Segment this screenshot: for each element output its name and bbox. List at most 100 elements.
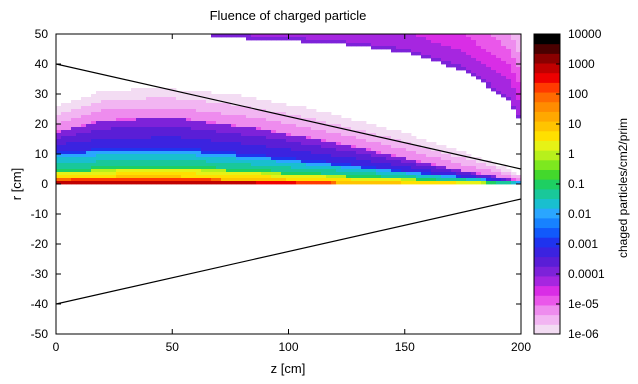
heatmap-cell: [456, 61, 462, 65]
heatmap-cell: [431, 175, 437, 179]
heatmap-cell: [71, 133, 77, 137]
heatmap-cell: [471, 52, 477, 56]
heatmap-cell: [251, 181, 257, 185]
heatmap-cell: [351, 169, 357, 173]
heatmap-cell: [506, 76, 512, 80]
heatmap-cell: [81, 154, 87, 158]
heatmap-cell: [216, 172, 222, 176]
heatmap-cell: [176, 154, 182, 158]
colorbar-swatch: [534, 63, 560, 74]
heatmap-cell: [431, 169, 437, 173]
heatmap-cell: [266, 115, 272, 119]
heatmap-cell: [446, 34, 452, 38]
heatmap-cell: [336, 127, 342, 131]
heatmap-cell: [191, 130, 197, 134]
heatmap-cell: [206, 130, 212, 134]
heatmap-cell: [396, 178, 402, 182]
heatmap-cell: [136, 115, 142, 119]
heatmap-cell: [511, 58, 517, 62]
heatmap-cell: [301, 142, 307, 146]
heatmap-cell: [61, 106, 67, 110]
heatmap-cell: [166, 121, 172, 125]
heatmap-cell: [351, 172, 357, 176]
heatmap-cell: [311, 160, 317, 164]
heatmap-cell: [131, 118, 137, 122]
heatmap-cell: [316, 127, 322, 131]
heatmap-cell: [131, 115, 137, 119]
heatmap-cell: [76, 178, 82, 182]
heatmap-cell: [166, 148, 172, 152]
heatmap-cell: [446, 172, 452, 176]
heatmap-cell: [426, 160, 432, 164]
heatmap-cell: [466, 61, 472, 65]
heatmap-cell: [196, 166, 202, 170]
heatmap-cell: [201, 106, 207, 110]
heatmap-cell: [216, 160, 222, 164]
heatmap-cell: [141, 139, 147, 143]
heatmap-cell: [261, 178, 267, 182]
heatmap-cell: [186, 181, 192, 185]
heatmap-cell: [191, 100, 197, 104]
heatmap-cell: [376, 133, 382, 137]
heatmap-cell: [446, 64, 452, 68]
heatmap-cell: [176, 91, 182, 95]
heatmap-cell: [241, 175, 247, 179]
heatmap-cell: [156, 112, 162, 116]
heatmap-cell: [151, 169, 157, 173]
heatmap-cell: [111, 142, 117, 146]
heatmap-cell: [231, 115, 237, 119]
heatmap-cell: [101, 106, 107, 110]
heatmap-cell: [321, 142, 327, 146]
heatmap-cell: [446, 148, 452, 152]
heatmap-cell: [111, 169, 117, 173]
heatmap-cell: [451, 160, 457, 164]
heatmap-cell: [86, 121, 92, 125]
heatmap-cell: [506, 49, 512, 53]
heatmap-cell: [491, 76, 497, 80]
heatmap-cell: [216, 157, 222, 161]
heatmap-cell: [176, 100, 182, 104]
heatmap-cell: [371, 154, 377, 158]
heatmap-cell: [466, 157, 472, 161]
heatmap-cell: [506, 64, 512, 68]
heatmap-cell: [401, 148, 407, 152]
heatmap-cell: [241, 181, 247, 185]
colorbar-swatch: [534, 188, 560, 200]
heatmap-cell: [326, 166, 332, 170]
heatmap-cell: [201, 181, 207, 185]
heatmap-cell: [211, 124, 217, 128]
heatmap-cell: [446, 178, 452, 182]
heatmap-cell: [471, 169, 477, 173]
heatmap-cell: [171, 124, 177, 128]
heatmap-cell: [106, 130, 112, 134]
heatmap-cell: [511, 40, 517, 44]
heatmap-cell: [251, 145, 257, 149]
heatmap-cell: [186, 109, 192, 113]
heatmap-cell: [216, 154, 222, 158]
heatmap-cell: [91, 163, 97, 167]
heatmap-cell: [291, 136, 297, 140]
heatmap-cell: [501, 178, 507, 182]
heatmap-cell: [211, 151, 217, 155]
heatmap-cell: [76, 166, 82, 170]
heatmap-cell: [231, 169, 237, 173]
heatmap-cell: [311, 178, 317, 182]
heatmap-cell: [496, 40, 502, 44]
heatmap-cell: [251, 100, 257, 104]
heatmap-cell: [136, 124, 142, 128]
heatmap-cell: [341, 136, 347, 140]
heatmap-cell: [371, 142, 377, 146]
heatmap-cell: [226, 175, 232, 179]
heatmap-cell: [236, 151, 242, 155]
colorbar-swatch: [534, 227, 560, 238]
heatmap-cell: [481, 43, 487, 47]
heatmap-cell: [271, 136, 277, 140]
heatmap-cell: [201, 133, 207, 137]
heatmap-cell: [81, 163, 87, 167]
heatmap-cell: [251, 103, 257, 107]
heatmap-cell: [356, 139, 362, 143]
heatmap-cell: [221, 163, 227, 167]
heatmap-cell: [141, 136, 147, 140]
heatmap-cell: [151, 175, 157, 179]
heatmap-cell: [211, 175, 217, 179]
